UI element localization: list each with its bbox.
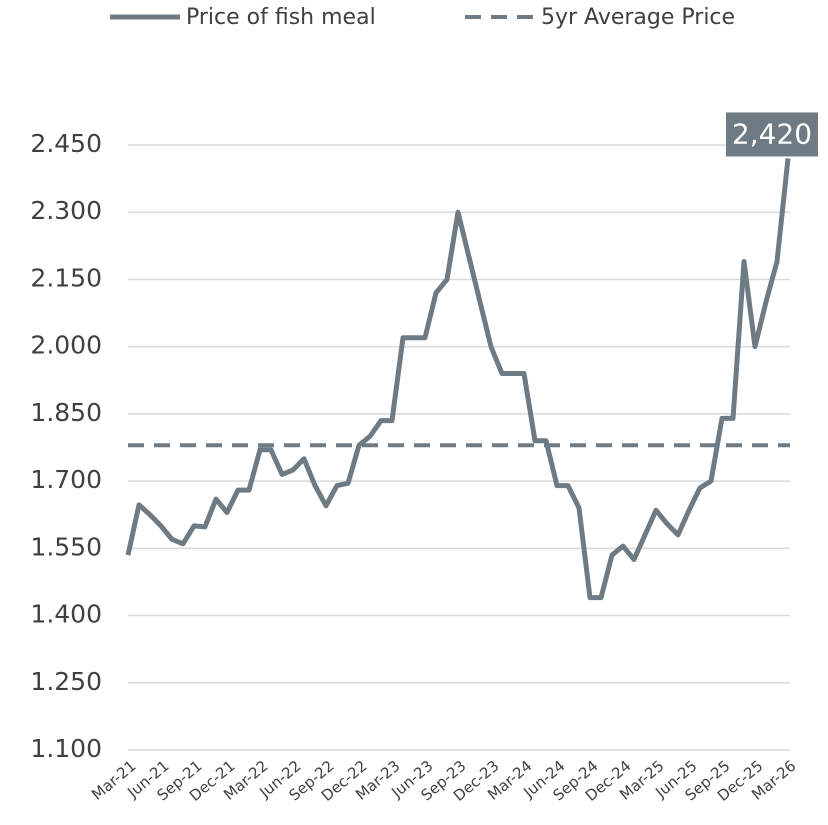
- y-tick-label: 2.450: [30, 129, 102, 158]
- y-tick-label: 1.400: [30, 600, 102, 629]
- y-tick-label: 1.550: [30, 532, 102, 561]
- y-tick-label: 1.700: [30, 465, 102, 494]
- value-label: 2,420: [732, 117, 812, 150]
- y-tick-label: 1.850: [30, 398, 102, 427]
- legend-label: 5yr Average Price: [541, 5, 735, 30]
- y-tick-label: 2.150: [30, 263, 102, 292]
- y-tick-label: 1.250: [30, 667, 102, 696]
- y-tick-label: 2.300: [30, 196, 102, 225]
- legend-label: Price of fish meal: [186, 5, 376, 30]
- price-line: [125, 158, 791, 601]
- y-tick-label: 1.100: [30, 734, 102, 763]
- y-tick-label: 2.000: [30, 331, 102, 360]
- value-label-box: [726, 112, 818, 157]
